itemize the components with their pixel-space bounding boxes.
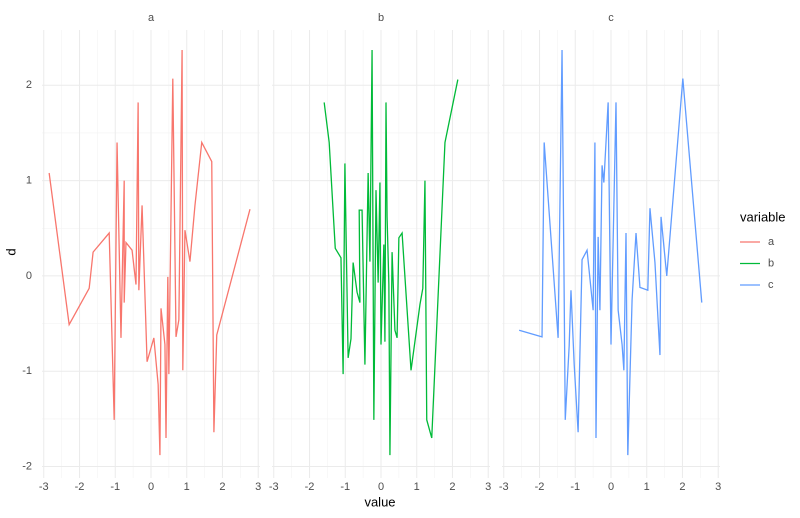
x-tick-label: 2 bbox=[449, 481, 455, 493]
x-tick-label: 0 bbox=[378, 481, 384, 493]
legend-label: c bbox=[768, 279, 774, 291]
x-tick-label: 1 bbox=[414, 481, 420, 493]
x-tick-label: 2 bbox=[219, 481, 225, 493]
y-tick-label: 2 bbox=[26, 79, 32, 91]
x-tick-label: 0 bbox=[148, 481, 154, 493]
legend-title: variable bbox=[740, 209, 786, 224]
x-tick-label: -1 bbox=[570, 481, 580, 493]
y-axis-label: d bbox=[3, 248, 18, 255]
x-tick-label: -3 bbox=[39, 481, 49, 493]
x-tick-label: 1 bbox=[184, 481, 190, 493]
x-tick-label: -2 bbox=[535, 481, 545, 493]
x-tick-label: 3 bbox=[715, 481, 721, 493]
y-tick-label: -1 bbox=[22, 365, 32, 377]
facet-label: c bbox=[608, 12, 614, 24]
data-line bbox=[518, 50, 703, 456]
legend-label: a bbox=[768, 236, 775, 248]
x-tick-label: -3 bbox=[269, 481, 279, 493]
x-tick-label: 1 bbox=[644, 481, 650, 493]
x-tick-label: 3 bbox=[485, 481, 491, 493]
data-line bbox=[323, 50, 459, 456]
data-line bbox=[48, 50, 251, 456]
legend-label: b bbox=[768, 257, 774, 269]
x-tick-label: -3 bbox=[499, 481, 509, 493]
x-tick-label: -2 bbox=[305, 481, 315, 493]
x-axis-label: value bbox=[364, 494, 395, 509]
x-tick-label: -1 bbox=[340, 481, 350, 493]
y-tick-label: -2 bbox=[22, 460, 32, 472]
facet-label: a bbox=[148, 12, 155, 24]
x-tick-label: 0 bbox=[608, 481, 614, 493]
x-tick-label: -2 bbox=[75, 481, 85, 493]
x-tick-label: 2 bbox=[679, 481, 685, 493]
x-tick-label: 3 bbox=[255, 481, 261, 493]
y-tick-label: 0 bbox=[26, 270, 32, 282]
y-tick-label: 1 bbox=[26, 175, 32, 187]
x-tick-label: -1 bbox=[110, 481, 120, 493]
facet-label: b bbox=[378, 12, 384, 24]
